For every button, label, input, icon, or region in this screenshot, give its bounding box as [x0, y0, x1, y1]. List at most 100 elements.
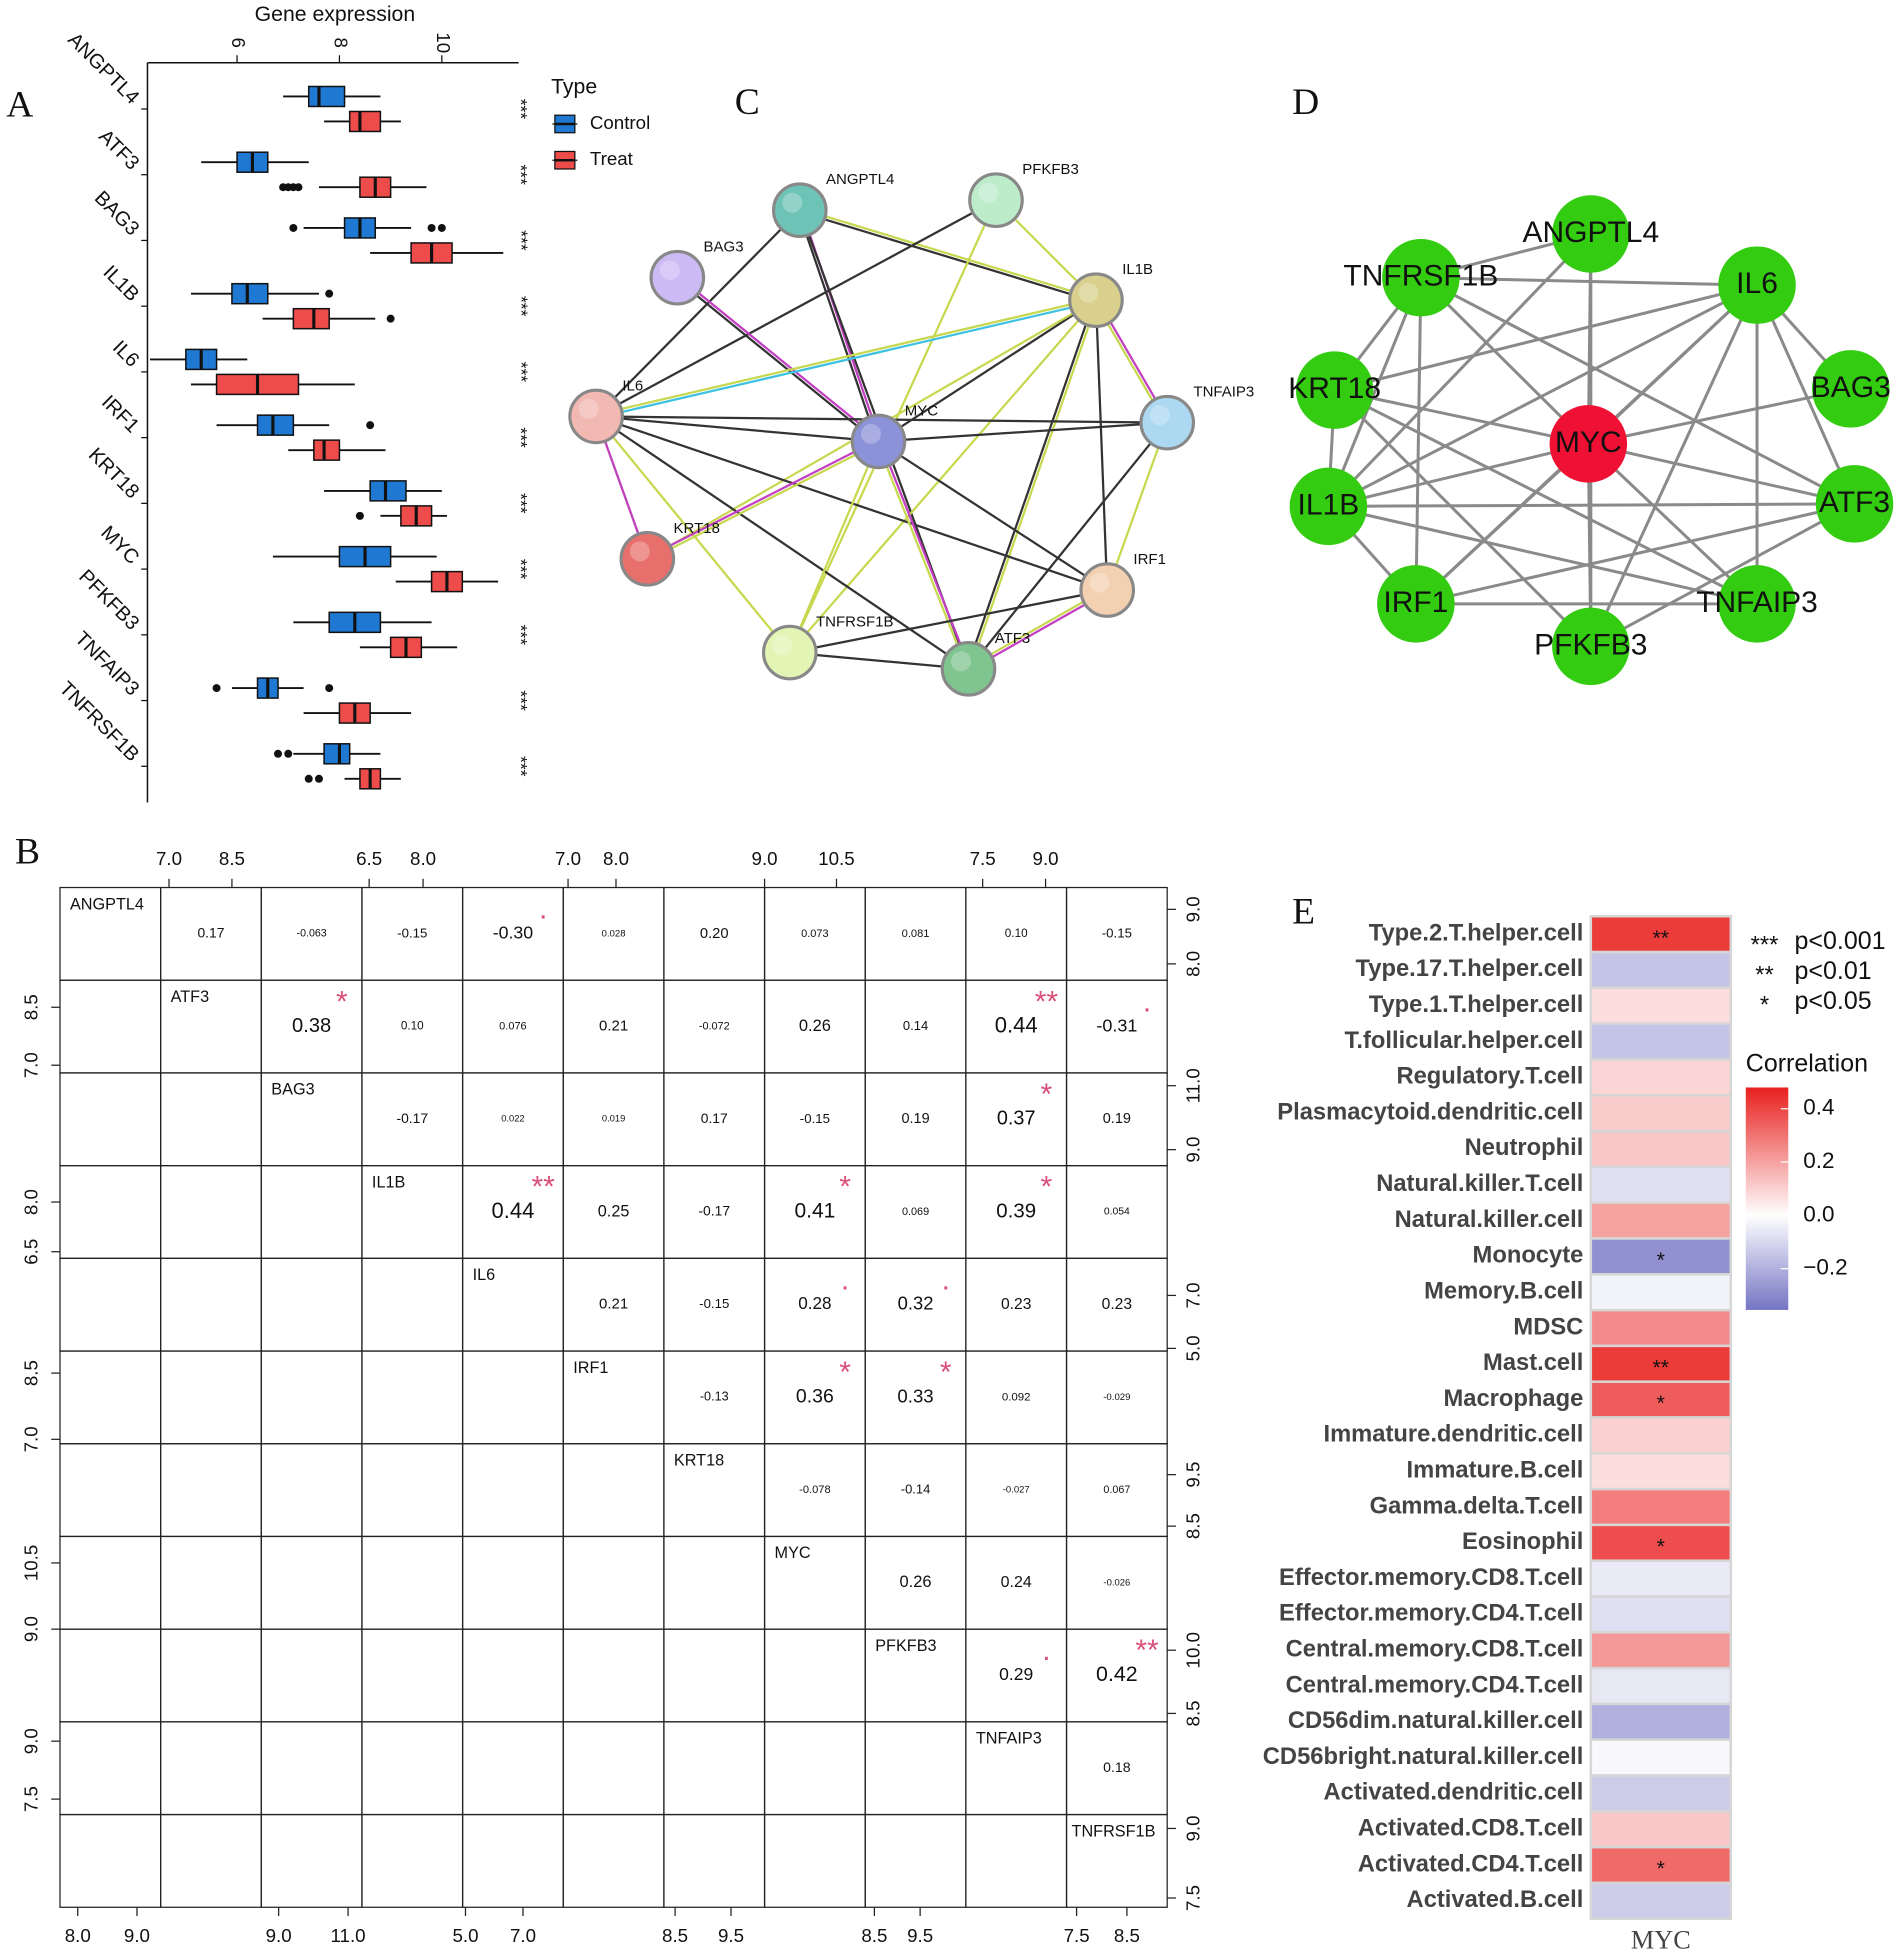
- panel-label: E: [1292, 892, 1315, 933]
- box: [190, 373, 355, 396]
- network-edge: [799, 207, 1097, 300]
- network-edge: [1414, 277, 1423, 604]
- node-label: MYC: [905, 402, 938, 419]
- y-tick-label: 9.0: [20, 1616, 41, 1642]
- panel-cell: [562, 1628, 665, 1723]
- x-tick-label: 8.5: [861, 1925, 887, 1946]
- correlation-value: 0.076: [499, 1020, 527, 1032]
- heatmap-cell: [1589, 1308, 1733, 1348]
- box-body: [323, 743, 351, 765]
- colorbar-tick-label: −0.2: [1803, 1255, 1847, 1280]
- variable-label: BAG3: [271, 1081, 314, 1099]
- node-label: ANGPTL4: [1523, 216, 1660, 249]
- heatmap-cell: [1589, 1094, 1733, 1133]
- significance: ***: [511, 690, 531, 711]
- significance: *: [336, 985, 348, 1018]
- box: [279, 176, 427, 198]
- heatmap-cell: [1589, 1129, 1733, 1169]
- heatmap-cell: [1589, 1344, 1733, 1383]
- node-label: TNFRSF1B: [816, 614, 893, 631]
- panel-cell: [160, 1721, 262, 1816]
- network-node: [1068, 272, 1124, 328]
- y-tick-label: 9.0: [1183, 1815, 1204, 1841]
- panel-cell: [160, 1628, 262, 1723]
- panel-cell: [260, 1535, 363, 1630]
- correlation-value: 0.081: [902, 928, 930, 940]
- x-axis-label: MYC: [1631, 1925, 1691, 1954]
- correlation-value: 0.17: [701, 1110, 728, 1126]
- network-edge: [1334, 388, 1589, 446]
- panel-cell: [59, 1721, 162, 1816]
- colorbar-title: Correlation: [1746, 1050, 1868, 1078]
- y-tick-label: Mast.cell: [1483, 1350, 1583, 1376]
- box: [283, 85, 381, 108]
- y-tick-label: 7.5: [1183, 1885, 1204, 1911]
- box-body: [369, 480, 407, 502]
- x-tick-label: 10: [433, 32, 454, 53]
- box: [355, 505, 447, 527]
- y-tick-label: Central.memory.CD4.T.cell: [1286, 1672, 1584, 1698]
- y-tick-label: 5.0: [1183, 1335, 1204, 1361]
- network-edge: [646, 438, 879, 559]
- significance: ***: [511, 493, 531, 514]
- panel-label: D: [1292, 82, 1319, 123]
- correlation-value: 0.33: [897, 1385, 933, 1406]
- panel-cell: [1065, 1813, 1168, 1908]
- y-tick-label: 7.0: [20, 1426, 41, 1452]
- category-label: IL6: [108, 336, 143, 371]
- correlation-value: 0.38: [292, 1015, 331, 1037]
- panel-cell: [461, 1443, 564, 1538]
- box: [395, 570, 499, 593]
- category-label: ANGPTL4: [63, 29, 143, 109]
- legend-symbol: *: [1760, 993, 1769, 1019]
- network-node: [619, 531, 676, 587]
- significance: *: [1657, 1248, 1665, 1272]
- colorbar: [1745, 1087, 1789, 1310]
- correlation-value: -0.027: [1003, 1485, 1030, 1496]
- correlation-value: 0.019: [602, 1114, 625, 1124]
- significance: *: [1657, 1857, 1665, 1881]
- significance: ***: [511, 99, 531, 120]
- panel-cell: [361, 1813, 464, 1908]
- outlier: [427, 223, 436, 232]
- outlier: [274, 749, 283, 758]
- outlier: [284, 749, 293, 758]
- box: [293, 611, 432, 634]
- y-tick-label: Memory.B.cell: [1424, 1278, 1583, 1304]
- panel-cell: [461, 1628, 564, 1723]
- network-node: [1079, 562, 1136, 618]
- outlier: [294, 183, 303, 192]
- panel-cell: [361, 1443, 464, 1538]
- box-body: [292, 307, 330, 330]
- category-label: ATF3: [94, 125, 143, 174]
- y-tick-label: Immature.dendritic.cell: [1323, 1422, 1583, 1448]
- box: [212, 677, 334, 699]
- y-tick-label: Activated.CD4.T.cell: [1358, 1851, 1584, 1877]
- correlation-value: -0.17: [396, 1110, 428, 1126]
- panel-cell: [260, 1165, 363, 1259]
- significance: ***: [511, 230, 531, 251]
- node-label: ANGPTL4: [826, 171, 894, 188]
- network-node: [649, 249, 706, 306]
- box: [150, 348, 248, 371]
- panel-cell: [663, 1628, 766, 1723]
- panel-cell: [160, 1257, 262, 1352]
- node-label: IL6: [622, 377, 643, 394]
- x-tick-label: 7.5: [970, 848, 996, 869]
- outlier: [304, 774, 313, 783]
- box: [216, 414, 375, 436]
- node-label: BAG3: [704, 239, 744, 256]
- network-edge: [1328, 442, 1589, 508]
- y-tick-label: 10.5: [20, 1545, 41, 1581]
- correlation-value: 0.26: [799, 1017, 831, 1035]
- x-tick-label: 7.5: [1064, 1925, 1090, 1946]
- y-tick-label: Effector.memory.CD8.T.cell: [1279, 1565, 1583, 1591]
- network-edge: [965, 299, 1096, 669]
- correlation-value: -0.15: [800, 1111, 830, 1126]
- heatmap-cell: [1589, 1738, 1733, 1777]
- x-tick-label: 8.0: [65, 1925, 91, 1946]
- significance: *: [1657, 1534, 1665, 1558]
- y-tick-label: CD56dim.natural.killer.cell: [1288, 1708, 1584, 1734]
- panel-label: C: [735, 82, 760, 123]
- box: [370, 242, 504, 264]
